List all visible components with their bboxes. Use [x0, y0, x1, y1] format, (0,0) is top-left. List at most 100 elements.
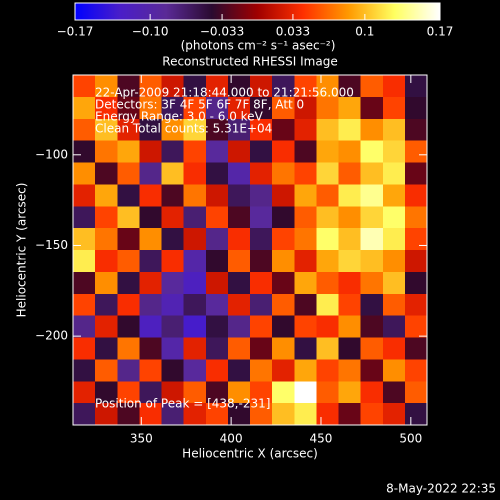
heatmap-cell [161, 162, 185, 185]
heatmap-cell [205, 315, 229, 338]
heatmap-cell [272, 293, 295, 317]
heatmap-cell [382, 315, 406, 338]
heatmap-cell [360, 228, 384, 251]
x-tick-label: 450 [310, 432, 333, 446]
heatmap-cell [360, 162, 384, 185]
heatmap-cell [316, 250, 339, 273]
x-tick-label: 500 [399, 432, 422, 446]
heatmap-cell [73, 96, 96, 120]
heatmap-cell [227, 118, 251, 142]
heatmap-cell [250, 140, 273, 163]
heatmap-cell [382, 75, 406, 98]
heatmap-cell [250, 118, 273, 142]
heatmap-cell [73, 293, 96, 317]
heatmap-cell [382, 206, 406, 229]
heatmap-cell [183, 381, 207, 404]
heatmap-cell [294, 75, 317, 98]
heatmap-cell [338, 403, 362, 426]
heatmap-cell [382, 228, 406, 251]
heatmap-cell [205, 228, 229, 251]
heatmap-cell [95, 228, 118, 251]
heatmap-cell [360, 250, 384, 273]
heatmap-cell [294, 140, 317, 163]
heatmap-cell [205, 271, 229, 295]
heatmap-cell [338, 96, 362, 120]
heatmap-cell [338, 206, 362, 229]
heatmap [73, 75, 428, 426]
heatmap-cell [360, 75, 384, 98]
heatmap-cell [183, 228, 207, 251]
heatmap-cell [272, 140, 295, 163]
heatmap-cell [205, 359, 229, 382]
heatmap-cell [227, 403, 251, 426]
heatmap-cell [183, 315, 207, 338]
heatmap-cell [183, 250, 207, 273]
heatmap-cell [161, 337, 185, 360]
heatmap-cell [227, 228, 251, 251]
colorbar-tick-label: 0.1 [355, 25, 374, 39]
heatmap-cell [272, 381, 295, 404]
heatmap-cell [95, 271, 118, 295]
heatmap-cell [272, 359, 295, 382]
heatmap-cell [205, 75, 229, 98]
plot-frame [72, 74, 428, 426]
heatmap-cell [272, 96, 295, 120]
heatmap-cell [360, 337, 384, 360]
heatmap-cell [227, 250, 251, 273]
heatmap-cell [294, 315, 317, 338]
heatmap-cell [316, 184, 339, 207]
heatmap-cell [316, 271, 339, 295]
heatmap-cell [161, 293, 185, 317]
heatmap-cell [139, 75, 162, 98]
heatmap-cell [183, 118, 207, 142]
heatmap-cell [227, 96, 251, 120]
heatmap-cell [73, 162, 96, 185]
heatmap-cell [404, 228, 428, 251]
heatmap-cell [139, 315, 162, 338]
heatmap-cell [294, 228, 317, 251]
heatmap-cell [294, 206, 317, 229]
heatmap-cell [117, 75, 140, 98]
heatmap-cell [205, 403, 229, 426]
heatmap-cell [360, 96, 384, 120]
heatmap-cell [161, 206, 185, 229]
heatmap-cell [272, 228, 295, 251]
heatmap-cell [117, 140, 140, 163]
heatmap-cell [161, 75, 185, 98]
heatmap-cell [250, 228, 273, 251]
heatmap-cell [316, 403, 339, 426]
heatmap-cell [404, 359, 428, 382]
heatmap-cell [117, 293, 140, 317]
heatmap-cell [382, 337, 406, 360]
heatmap-cell [95, 250, 118, 273]
heatmap-cell [316, 315, 339, 338]
heatmap-cell [272, 271, 295, 295]
annotation: Clean Total counts: 5.31E+04 [95, 122, 272, 136]
annotation: Detectors: 3F 4F 5F 6F 7F 8F, Att 0 [95, 98, 304, 112]
heatmap-cell [404, 118, 428, 142]
heatmap-cell [250, 162, 273, 185]
heatmap-cell [117, 403, 140, 426]
heatmap-cell [117, 271, 140, 295]
heatmap-cell [95, 140, 118, 163]
heatmap-cell [95, 403, 118, 426]
heatmap-cell [161, 96, 185, 120]
heatmap-cell [117, 250, 140, 273]
heatmap-cell [139, 293, 162, 317]
heatmap-cell [250, 271, 273, 295]
colorbar-label: (photons cm⁻² s⁻¹ asec⁻²) [181, 39, 336, 53]
heatmap-cell [183, 293, 207, 317]
heatmap-cell [316, 381, 339, 404]
heatmap-cell [161, 140, 185, 163]
heatmap-cell [250, 184, 273, 207]
heatmap-cell [404, 381, 428, 404]
heatmap-cell [360, 381, 384, 404]
heatmap-cell [227, 293, 251, 317]
heatmap-cell [382, 293, 406, 317]
heatmap-cell [316, 228, 339, 251]
heatmap-cell [360, 271, 384, 295]
heatmap-cell [360, 293, 384, 317]
heatmap-cell [250, 75, 273, 98]
heatmap-cell [404, 96, 428, 120]
colorbar-tick-label: 0.033 [276, 25, 310, 39]
